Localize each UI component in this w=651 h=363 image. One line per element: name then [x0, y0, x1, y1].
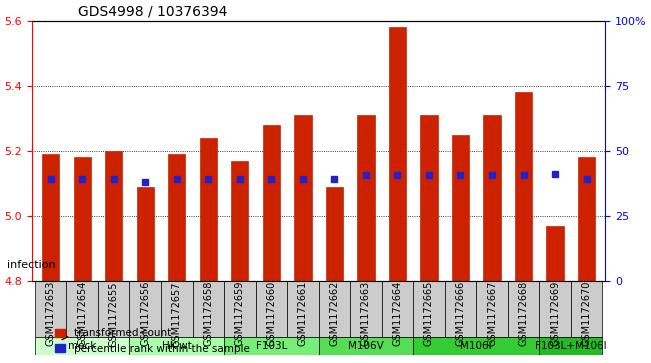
Bar — [452, 135, 469, 281]
Text: GSM1172656: GSM1172656 — [140, 281, 150, 346]
Bar — [421, 115, 437, 281]
Bar — [483, 115, 501, 281]
FancyBboxPatch shape — [539, 281, 571, 337]
Bar — [105, 151, 122, 281]
Text: mock: mock — [68, 341, 96, 351]
FancyBboxPatch shape — [571, 281, 602, 337]
FancyBboxPatch shape — [508, 281, 539, 337]
FancyBboxPatch shape — [381, 281, 413, 337]
FancyBboxPatch shape — [350, 281, 381, 337]
Text: GSM1172663: GSM1172663 — [361, 281, 371, 346]
FancyBboxPatch shape — [193, 281, 224, 337]
Bar — [326, 187, 343, 281]
Bar — [357, 115, 374, 281]
FancyBboxPatch shape — [161, 281, 193, 337]
Text: GSM1172661: GSM1172661 — [298, 281, 308, 346]
Bar — [546, 226, 564, 281]
Bar — [294, 115, 312, 281]
Bar — [515, 92, 533, 281]
Text: GSM1172655: GSM1172655 — [109, 281, 118, 347]
FancyBboxPatch shape — [539, 337, 602, 355]
Bar — [168, 154, 186, 281]
Legend: transformed count, percentile rank within the sample: transformed count, percentile rank withi… — [51, 324, 254, 358]
FancyBboxPatch shape — [477, 281, 508, 337]
Text: GSM1172654: GSM1172654 — [77, 281, 87, 346]
Text: F103L: F103L — [256, 341, 287, 351]
Text: GSM1172667: GSM1172667 — [487, 281, 497, 346]
Text: GSM1172666: GSM1172666 — [456, 281, 465, 346]
Text: M106V: M106V — [348, 341, 384, 351]
Text: GSM1172660: GSM1172660 — [266, 281, 276, 346]
Text: GSM1172669: GSM1172669 — [550, 281, 560, 346]
Bar — [200, 138, 217, 281]
Bar — [137, 187, 154, 281]
FancyBboxPatch shape — [130, 337, 224, 355]
Text: GSM1172665: GSM1172665 — [424, 281, 434, 346]
Text: GSM1172657: GSM1172657 — [172, 281, 182, 347]
Text: GSM1172662: GSM1172662 — [329, 281, 339, 346]
FancyBboxPatch shape — [35, 337, 130, 355]
Text: GSM1172653: GSM1172653 — [46, 281, 56, 346]
Text: GSM1172668: GSM1172668 — [519, 281, 529, 346]
Bar — [231, 161, 249, 281]
FancyBboxPatch shape — [224, 337, 318, 355]
FancyBboxPatch shape — [66, 281, 98, 337]
Bar — [578, 158, 595, 281]
Text: GDS4998 / 10376394: GDS4998 / 10376394 — [77, 4, 227, 18]
FancyBboxPatch shape — [413, 337, 539, 355]
FancyBboxPatch shape — [256, 281, 287, 337]
FancyBboxPatch shape — [318, 337, 413, 355]
Bar — [42, 154, 59, 281]
FancyBboxPatch shape — [287, 281, 318, 337]
Text: GSM1172658: GSM1172658 — [203, 281, 214, 346]
FancyBboxPatch shape — [445, 281, 477, 337]
Bar — [262, 125, 280, 281]
Text: infection: infection — [7, 260, 55, 270]
FancyBboxPatch shape — [224, 281, 256, 337]
Text: GSM1172670: GSM1172670 — [581, 281, 592, 346]
Text: GSM1172659: GSM1172659 — [235, 281, 245, 346]
Text: F103L+M106I: F103L+M106I — [535, 341, 607, 351]
FancyBboxPatch shape — [98, 281, 130, 337]
FancyBboxPatch shape — [413, 281, 445, 337]
Text: HK-wt: HK-wt — [162, 341, 191, 351]
Bar — [74, 158, 91, 281]
FancyBboxPatch shape — [318, 281, 350, 337]
Text: M106I: M106I — [460, 341, 492, 351]
FancyBboxPatch shape — [130, 281, 161, 337]
FancyBboxPatch shape — [35, 281, 66, 337]
Bar — [389, 27, 406, 281]
Text: GSM1172664: GSM1172664 — [393, 281, 402, 346]
